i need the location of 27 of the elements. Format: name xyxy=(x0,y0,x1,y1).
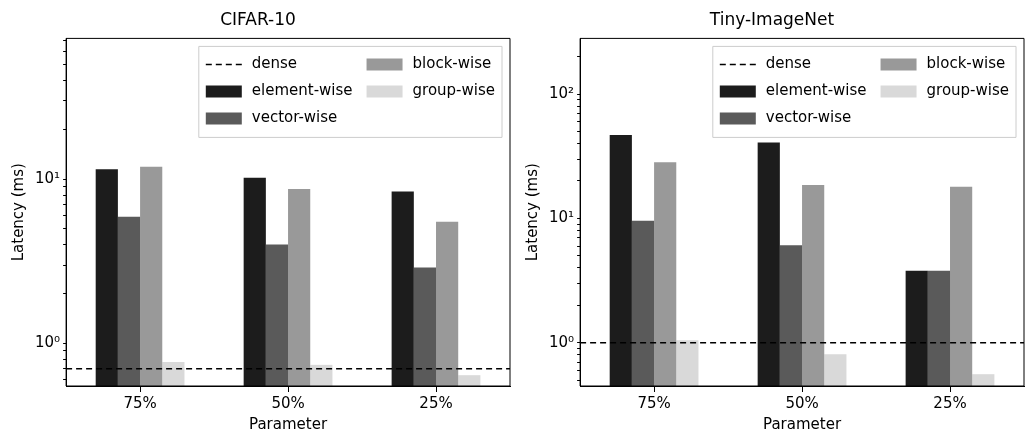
x-tick-label: 75% xyxy=(637,393,671,412)
legend-label: block-wise xyxy=(926,54,1006,73)
y-tick-label: 10⁰ xyxy=(548,332,575,351)
legend-label: group-wise xyxy=(412,81,496,100)
y-tick-label: 10¹ xyxy=(548,208,575,227)
legend-label: dense xyxy=(251,54,298,73)
y-tick-label: 10¹ xyxy=(34,169,61,188)
legend-label: vector-wise xyxy=(251,108,338,127)
x-axis-title: Parameter xyxy=(249,414,328,433)
legend-label: block-wise xyxy=(412,54,492,73)
x-tick-label: 50% xyxy=(271,393,305,412)
chart-title: Tiny-ImageNet xyxy=(708,8,835,29)
y-tick-label: 10⁰ xyxy=(34,333,61,352)
legend-label: dense xyxy=(765,54,812,73)
x-axis-title: Parameter xyxy=(763,414,842,433)
legend-label: element-wise xyxy=(765,81,867,100)
legend-label: group-wise xyxy=(926,81,1010,100)
y-axis-title: Latency (ms) xyxy=(8,163,27,262)
y-tick-label: 10² xyxy=(548,83,575,102)
x-tick-label: 25% xyxy=(419,393,453,412)
x-tick-label: 75% xyxy=(123,393,157,412)
x-tick-label: 50% xyxy=(785,393,819,412)
x-tick-label: 25% xyxy=(933,393,967,412)
legend-label: vector-wise xyxy=(765,108,852,127)
chart-title: CIFAR-10 xyxy=(220,8,296,29)
y-axis-title: Latency (ms) xyxy=(522,163,541,262)
legend-label: element-wise xyxy=(251,81,353,100)
